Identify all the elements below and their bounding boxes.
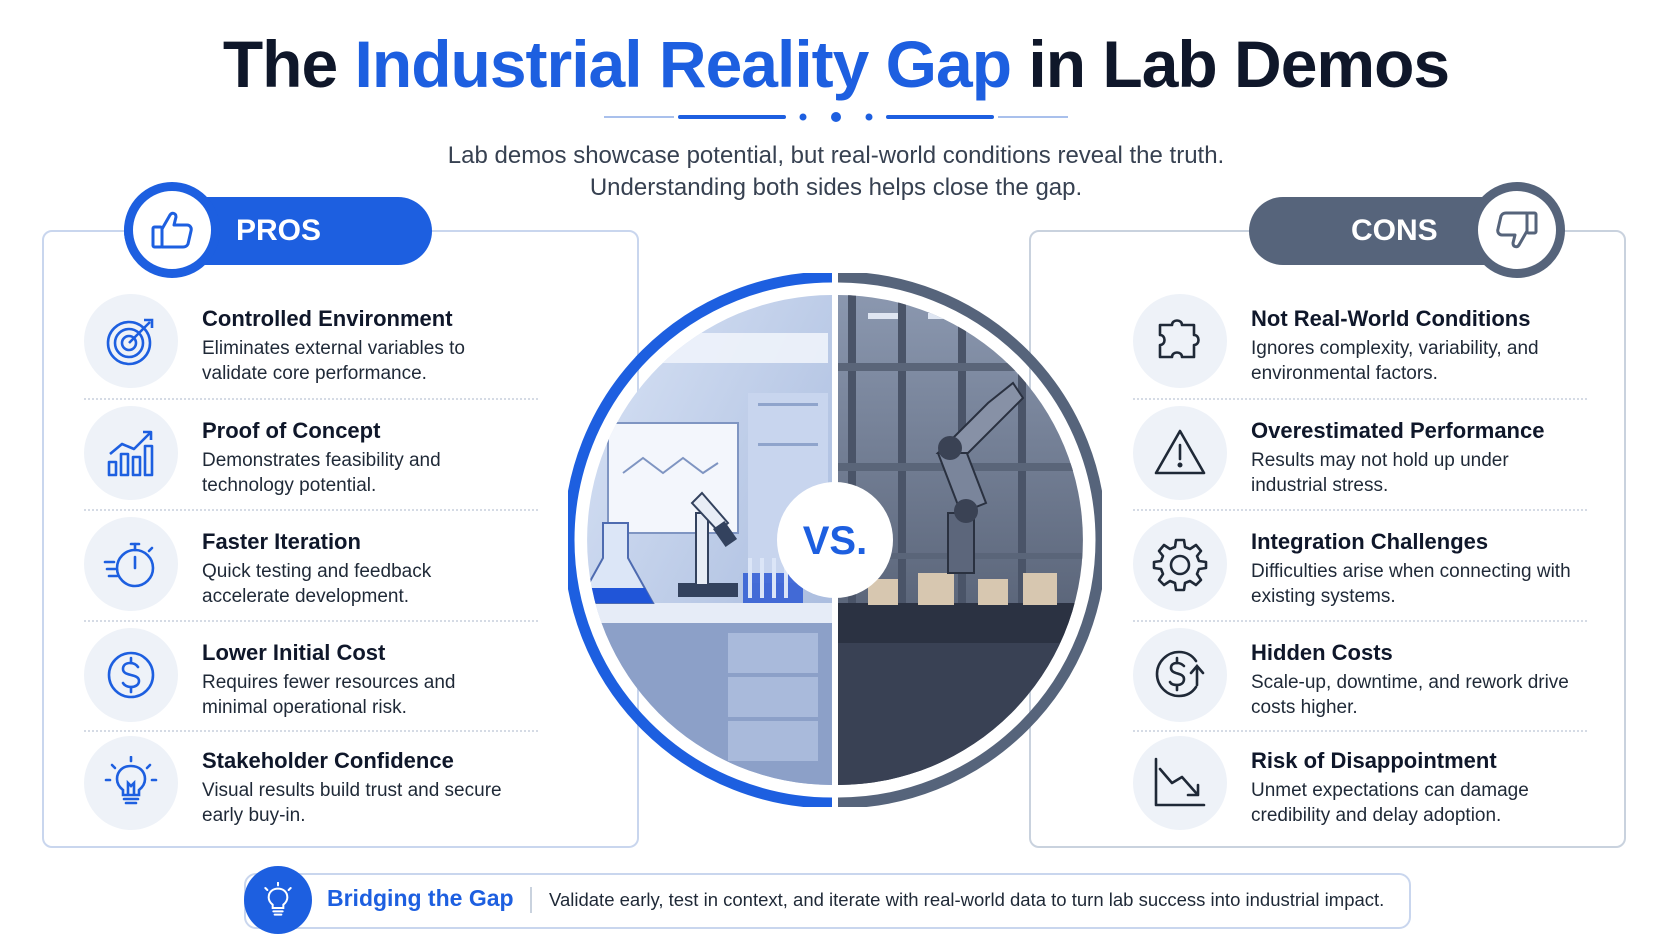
item-description: Ignores complexity, variability, and env…: [1251, 338, 1539, 384]
page-title: The Industrial Reality Gap in Lab Demos: [0, 26, 1672, 102]
item-title: Proof of Concept: [202, 418, 381, 443]
pros-item-stakeholder-confidence: Stakeholder Confidence Visual results bu…: [84, 736, 544, 832]
dollar-icon: [84, 628, 178, 722]
lab-vs-factory-illustration: VS.: [568, 273, 1102, 807]
pros-item-lower-initial-cost: Lower Initial Cost Requires fewer resour…: [84, 628, 544, 724]
cons-item-integration-challenges: Integration Challenges Difficulties aris…: [1133, 517, 1593, 613]
item-description: Requires fewer resources and minimal ope…: [202, 672, 456, 718]
divider: [1133, 620, 1587, 622]
declining-chart-icon: [1133, 736, 1227, 830]
cons-label: CONS: [1351, 214, 1438, 247]
cons-panel: [1029, 230, 1626, 848]
warning-icon: [1133, 406, 1227, 500]
title-suffix: in Lab Demos: [1011, 27, 1450, 101]
item-description: Visual results build trust and secure ea…: [202, 780, 502, 826]
divider: [84, 620, 538, 622]
title-prefix: The: [222, 27, 355, 101]
subtitle-line-1: Lab demos showcase potential, but real-w…: [447, 142, 1225, 169]
target-icon: [84, 294, 178, 388]
item-title: Faster Iteration: [202, 529, 361, 554]
subtitle: Lab demos showcase potential, but real-w…: [0, 140, 1672, 204]
item-description: Quick testing and feedback accelerate de…: [202, 561, 432, 607]
stopwatch-icon: [84, 517, 178, 611]
item-title: Risk of Disappointment: [1251, 748, 1497, 773]
item-description: Results may not hold up under industrial…: [1251, 450, 1509, 496]
divider: [530, 887, 532, 913]
item-title: Lower Initial Cost: [202, 640, 386, 665]
item-description: Scale-up, downtime, and rework drive cos…: [1251, 672, 1569, 718]
pros-item-faster-iteration: Faster Iteration Quick testing and feedb…: [84, 517, 544, 613]
thumbs-down-icon: [1469, 182, 1565, 278]
subtitle-line-2: Understanding both sides helps close the…: [589, 174, 1083, 201]
laboratory-illustration: [587, 295, 832, 785]
lightbulb-icon: [84, 736, 178, 830]
bridging-text: Validate early, test in context, and ite…: [549, 889, 1385, 910]
rising-cost-icon: [1133, 628, 1227, 722]
thumbs-up-icon: [124, 182, 220, 278]
item-title: Not Real-World Conditions: [1251, 306, 1531, 331]
growth-chart-icon: [84, 406, 178, 500]
item-title: Controlled Environment: [202, 306, 453, 331]
gear-icon: [1133, 517, 1227, 611]
pros-item-controlled-environment: Controlled Environment Eliminates extern…: [84, 294, 544, 390]
vs-label: VS.: [803, 519, 867, 563]
item-description: Demonstrates feasibility and technology …: [202, 450, 441, 496]
lightbulb-icon: [244, 866, 312, 934]
item-description: Eliminates external variables to validat…: [202, 338, 465, 384]
cons-item-risk-of-disappointment: Risk of Disappointment Unmet expectation…: [1133, 736, 1593, 832]
divider: [84, 509, 538, 511]
item-title: Stakeholder Confidence: [202, 748, 454, 773]
divider: [1133, 730, 1587, 732]
cons-item-not-real-world-conditions: Not Real-World Conditions Ignores comple…: [1133, 294, 1593, 390]
puzzle-icon: [1133, 294, 1227, 388]
pros-item-proof-of-concept: Proof of Concept Demonstrates feasibilit…: [84, 406, 544, 502]
item-title: Overestimated Performance: [1251, 418, 1545, 443]
divider: [1133, 509, 1587, 511]
cons-item-hidden-costs: Hidden Costs Scale-up, downtime, and rew…: [1133, 628, 1593, 724]
divider: [84, 398, 538, 400]
bridging-title: Bridging the Gap: [327, 885, 514, 911]
divider: [1133, 398, 1587, 400]
item-title: Hidden Costs: [1251, 640, 1393, 665]
pros-label: PROS: [236, 214, 322, 247]
title-accent: Industrial Reality Gap: [354, 27, 1012, 101]
item-description: Difficulties arise when connecting with …: [1251, 561, 1571, 607]
title-divider: [604, 112, 1068, 122]
cons-item-overestimated-performance: Overestimated Performance Results may no…: [1133, 406, 1593, 502]
item-description: Unmet expectations can damage credibilit…: [1251, 780, 1529, 826]
bridging-the-gap-bar: [244, 873, 1411, 929]
item-title: Integration Challenges: [1251, 529, 1489, 554]
divider: [84, 730, 538, 732]
